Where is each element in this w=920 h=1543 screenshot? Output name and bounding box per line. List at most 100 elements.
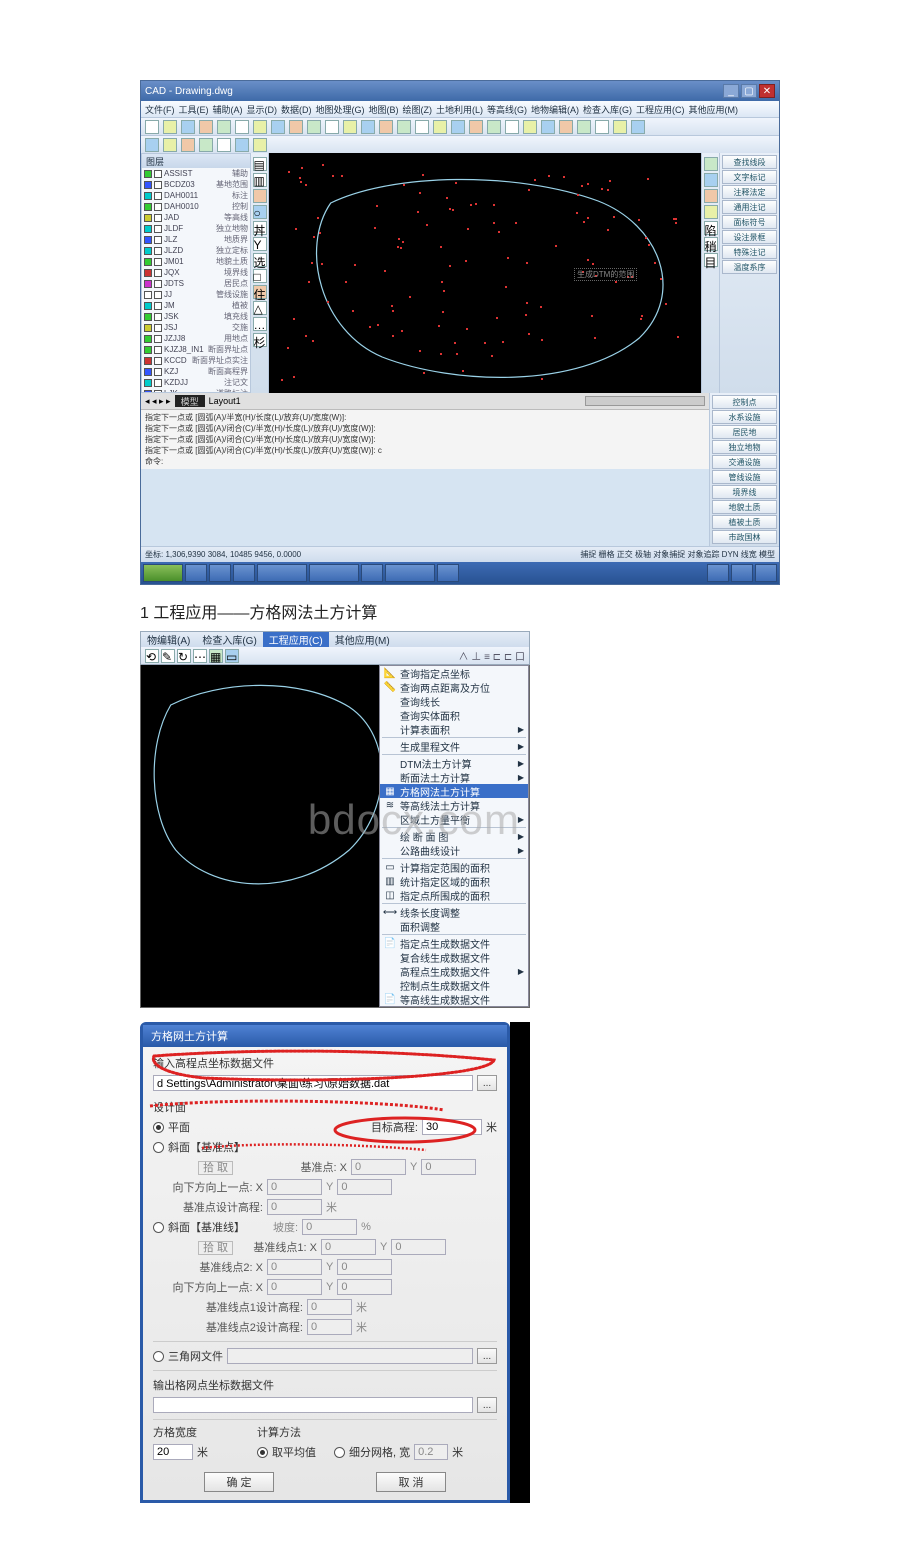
cancel-button[interactable]: 取 消 bbox=[376, 1472, 446, 1492]
menu-item[interactable]: 绘 断 面 图 ▶ bbox=[380, 829, 528, 843]
menu-item[interactable]: 其他应用(M) bbox=[689, 103, 739, 116]
grid-width-input[interactable] bbox=[153, 1444, 193, 1460]
tool-icon[interactable] bbox=[217, 138, 231, 152]
status-toggles[interactable]: 捕捉 栅格 正交 极轴 对象捕捉 对象追踪 DYN 线宽 模型 bbox=[580, 549, 775, 560]
menu-item[interactable]: 工程应用(C) bbox=[263, 632, 329, 647]
menu-item[interactable]: ⟷ 线条长度调整 bbox=[380, 905, 528, 919]
radio-tin-file[interactable] bbox=[153, 1351, 164, 1362]
menu-item[interactable]: 📏 查询两点距离及方位 bbox=[380, 680, 528, 694]
scrollbar[interactable] bbox=[585, 396, 705, 406]
tool-icon[interactable] bbox=[217, 120, 231, 134]
layer-row[interactable]: BCDZ03 基地范围 bbox=[142, 179, 250, 190]
tool-icon[interactable]: ▦ bbox=[209, 649, 223, 663]
layer-row[interactable]: JDTS 居民点 bbox=[142, 278, 250, 289]
panel-button[interactable]: 查找线段 bbox=[722, 155, 777, 169]
layer-row[interactable]: DAH0010 控制 bbox=[142, 201, 250, 212]
layer-row[interactable]: JM01 地貌土质 bbox=[142, 256, 250, 267]
panel-button[interactable]: 管线设施 bbox=[712, 470, 777, 484]
panel-button[interactable]: 市政国林 bbox=[712, 530, 777, 544]
menu-item[interactable]: ▥ 统计指定区域的面积 bbox=[380, 874, 528, 888]
menu-item[interactable]: 绘图(Z) bbox=[403, 103, 433, 116]
tool-icon[interactable]: 陷 bbox=[704, 221, 718, 235]
tool-icon[interactable] bbox=[307, 120, 321, 134]
layer-toggle-icon[interactable] bbox=[154, 192, 162, 200]
tool-icon[interactable] bbox=[253, 189, 267, 203]
menu-item[interactable]: 地图(B) bbox=[369, 103, 399, 116]
close-icon[interactable]: ✕ bbox=[759, 84, 775, 98]
updown2-y[interactable] bbox=[337, 1279, 392, 1295]
subdivide-width[interactable] bbox=[414, 1444, 448, 1460]
layer-toggle-icon[interactable] bbox=[154, 324, 162, 332]
tool-icon[interactable]: 杉 bbox=[253, 333, 267, 347]
menu-item[interactable]: 工具(E) bbox=[179, 103, 209, 116]
layer-toggle-icon[interactable] bbox=[154, 236, 162, 244]
layer-toggle-icon[interactable] bbox=[154, 346, 162, 354]
menu-item[interactable]: 物编辑(A) bbox=[141, 632, 196, 647]
tool-icon[interactable] bbox=[199, 120, 213, 134]
layer-toggle-icon[interactable] bbox=[154, 181, 162, 189]
tool-icon[interactable]: ▭ bbox=[225, 649, 239, 663]
layer-toggle-icon[interactable] bbox=[154, 280, 162, 288]
tool-icon[interactable] bbox=[505, 120, 519, 134]
taskbar-item[interactable] bbox=[257, 564, 307, 582]
menu-item[interactable]: 地物编辑(A) bbox=[531, 103, 579, 116]
layer-row[interactable]: JSJ 交施 bbox=[142, 322, 250, 333]
taskbar-item[interactable] bbox=[437, 564, 459, 582]
layer-toggle-icon[interactable] bbox=[154, 379, 162, 387]
tool-icon[interactable] bbox=[469, 120, 483, 134]
layer-row[interactable]: JLDF 独立地物 bbox=[142, 223, 250, 234]
panel-button[interactable]: 居民地 bbox=[712, 425, 777, 439]
layer-toggle-icon[interactable] bbox=[154, 335, 162, 343]
baseline2-elev[interactable] bbox=[307, 1319, 352, 1335]
panel-button[interactable]: 注释法定 bbox=[722, 185, 777, 199]
panel-button[interactable]: 通用注记 bbox=[722, 200, 777, 214]
ok-button[interactable]: 确 定 bbox=[204, 1472, 274, 1492]
pick-button[interactable]: 拾 取 bbox=[198, 1241, 233, 1255]
menu-item[interactable]: ◫ 指定点所围成的面积 bbox=[380, 888, 528, 902]
menu-item[interactable]: 计算表面积 ▶ bbox=[380, 722, 528, 736]
layer-toggle-icon[interactable] bbox=[154, 313, 162, 321]
tool-icon[interactable]: ⋯ bbox=[193, 649, 207, 663]
menu-item[interactable]: 📄 等高线生成数据文件 bbox=[380, 992, 528, 1006]
browse-button[interactable]: ... bbox=[477, 1397, 497, 1413]
panel-button[interactable]: 植被土质 bbox=[712, 515, 777, 529]
tool-icon[interactable]: … bbox=[253, 317, 267, 331]
layer-row[interactable]: JLZ 地质界 bbox=[142, 234, 250, 245]
menu-item[interactable]: 文件(F) bbox=[145, 103, 175, 116]
menu-item[interactable]: 📄 指定点生成数据文件 bbox=[380, 936, 528, 950]
tool-icon[interactable]: 丼 bbox=[253, 221, 267, 235]
menu-item[interactable]: 公路曲线设计 ▶ bbox=[380, 843, 528, 857]
menu-item[interactable]: 检查入库(G) bbox=[583, 103, 632, 116]
layer-toggle-icon[interactable] bbox=[154, 291, 162, 299]
tool-icon[interactable]: ↻ bbox=[177, 649, 191, 663]
layer-row[interactable]: KZDJJ 注记文 bbox=[142, 377, 250, 388]
menu-item[interactable]: 生成里程文件 ▶ bbox=[380, 739, 528, 753]
tab-layout[interactable]: Layout1 bbox=[209, 396, 241, 406]
baseline2-y[interactable] bbox=[337, 1259, 392, 1275]
layer-row[interactable]: JSK 填充线 bbox=[142, 311, 250, 322]
menu-item[interactable]: 数据(D) bbox=[281, 103, 312, 116]
tab-handle[interactable]: ◂ ◂ ▸ ▸ bbox=[145, 396, 171, 407]
menu-item[interactable]: 土地利用(L) bbox=[436, 103, 483, 116]
radio-method-avg[interactable] bbox=[257, 1447, 268, 1458]
menu-item[interactable]: DTM法土方计算 ▶ bbox=[380, 756, 528, 770]
panel-button[interactable]: 地貌土质 bbox=[712, 500, 777, 514]
layer-toggle-icon[interactable] bbox=[154, 368, 162, 376]
tool-icon[interactable]: 目 bbox=[704, 253, 718, 267]
tool-icon[interactable] bbox=[397, 120, 411, 134]
taskbar-item[interactable] bbox=[209, 564, 231, 582]
tool-icon[interactable] bbox=[163, 138, 177, 152]
panel-button[interactable]: 水系设施 bbox=[712, 410, 777, 424]
layer-row[interactable]: JZJJ8 用地点 bbox=[142, 333, 250, 344]
tool-icon[interactable] bbox=[289, 120, 303, 134]
menu-item[interactable]: 复合线生成数据文件 bbox=[380, 950, 528, 964]
slope-input[interactable] bbox=[302, 1219, 357, 1235]
tool-icon[interactable] bbox=[433, 120, 447, 134]
menu-item[interactable]: 区域土方量平衡 ▶ bbox=[380, 812, 528, 826]
tool-icon[interactable] bbox=[181, 138, 195, 152]
panel-button[interactable]: 设注景框 bbox=[722, 230, 777, 244]
menu-item[interactable]: 显示(D) bbox=[247, 103, 278, 116]
tool-icon[interactable]: ○ bbox=[253, 205, 267, 219]
layer-toggle-icon[interactable] bbox=[154, 258, 162, 266]
tool-icon[interactable]: ▥ bbox=[253, 173, 267, 187]
